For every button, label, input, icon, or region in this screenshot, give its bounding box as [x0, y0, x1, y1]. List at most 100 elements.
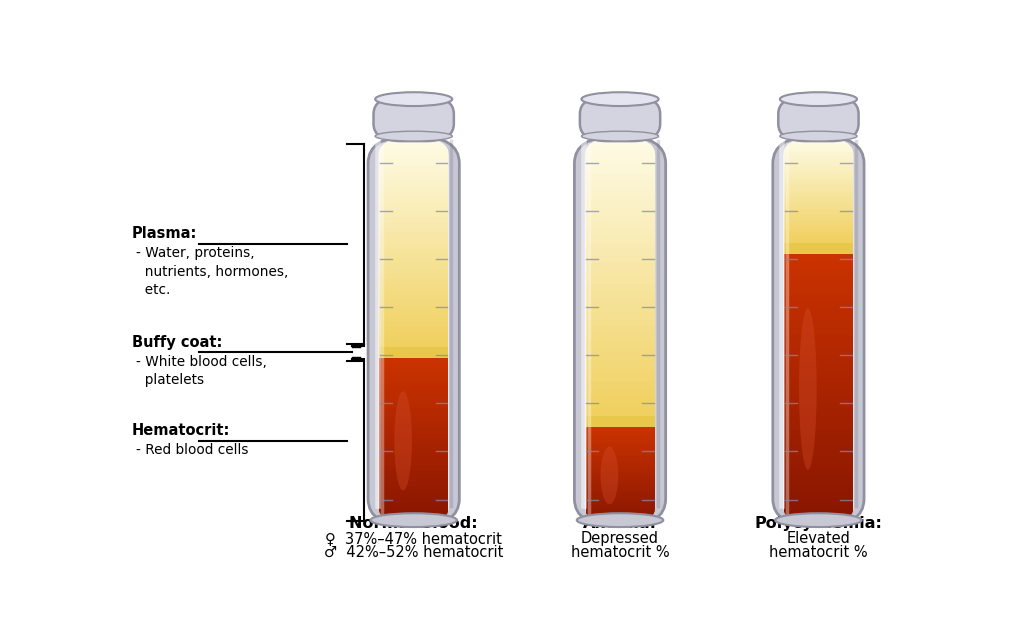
Bar: [784, 188, 853, 190]
Bar: [379, 237, 449, 242]
Bar: [379, 494, 449, 499]
Bar: [784, 281, 853, 288]
Bar: [586, 506, 654, 509]
Bar: [379, 263, 449, 269]
Bar: [784, 348, 853, 355]
Bar: [586, 463, 654, 466]
Bar: [784, 517, 853, 524]
Bar: [379, 185, 449, 190]
Ellipse shape: [577, 513, 664, 527]
Bar: [586, 201, 654, 208]
Bar: [586, 290, 654, 298]
Bar: [784, 198, 853, 201]
Bar: [379, 498, 449, 503]
Bar: [586, 367, 654, 374]
Bar: [379, 164, 449, 170]
Bar: [379, 474, 449, 478]
Bar: [586, 187, 654, 194]
Bar: [586, 485, 654, 488]
Bar: [784, 141, 853, 144]
Bar: [379, 415, 449, 420]
Bar: [586, 439, 654, 442]
Bar: [379, 231, 449, 237]
Bar: [379, 258, 449, 263]
Bar: [379, 465, 449, 470]
Bar: [784, 456, 853, 463]
Bar: [379, 206, 449, 212]
Bar: [379, 284, 449, 289]
Bar: [586, 427, 654, 429]
Bar: [784, 240, 853, 242]
Bar: [586, 159, 654, 166]
FancyBboxPatch shape: [580, 97, 660, 141]
Bar: [784, 219, 853, 222]
Bar: [784, 224, 853, 227]
Bar: [784, 237, 853, 240]
Bar: [379, 221, 449, 227]
Bar: [586, 263, 654, 271]
Bar: [379, 278, 449, 284]
Bar: [586, 242, 654, 249]
Bar: [784, 221, 853, 224]
Bar: [586, 465, 654, 469]
Bar: [586, 482, 654, 485]
Bar: [784, 267, 853, 274]
Bar: [379, 320, 449, 326]
Text: - Red blood cells: - Red blood cells: [136, 444, 249, 457]
Bar: [784, 435, 853, 443]
Bar: [379, 294, 449, 300]
Bar: [784, 469, 853, 476]
Ellipse shape: [375, 92, 453, 106]
Bar: [379, 503, 449, 507]
Bar: [784, 149, 853, 152]
Bar: [379, 336, 449, 341]
Bar: [379, 174, 449, 180]
Bar: [784, 260, 853, 267]
Bar: [784, 201, 853, 204]
Bar: [784, 182, 853, 185]
Ellipse shape: [375, 131, 453, 141]
Bar: [379, 201, 449, 206]
Bar: [586, 277, 654, 284]
Text: Normal Blood:: Normal Blood:: [349, 516, 478, 531]
Text: - White blood cells,
  platelets: - White blood cells, platelets: [136, 354, 267, 387]
Bar: [379, 211, 449, 217]
Bar: [379, 383, 449, 387]
Bar: [379, 399, 449, 404]
Bar: [586, 394, 654, 402]
Bar: [586, 437, 654, 439]
Text: Plasma:: Plasma:: [132, 226, 198, 241]
Bar: [586, 235, 654, 242]
Bar: [586, 214, 654, 222]
Bar: [379, 486, 449, 490]
Bar: [586, 319, 654, 326]
Bar: [379, 144, 449, 149]
Ellipse shape: [582, 131, 658, 141]
Bar: [586, 173, 654, 180]
Bar: [586, 374, 654, 381]
Bar: [586, 304, 654, 312]
Bar: [784, 301, 853, 308]
Bar: [379, 428, 449, 433]
Bar: [379, 179, 449, 185]
Bar: [784, 196, 853, 198]
Bar: [379, 268, 449, 274]
Bar: [379, 330, 449, 336]
Bar: [379, 449, 449, 453]
Bar: [784, 388, 853, 395]
Bar: [586, 339, 654, 347]
Bar: [784, 510, 853, 517]
Bar: [379, 273, 449, 279]
Bar: [586, 520, 654, 524]
Bar: [586, 152, 654, 160]
Bar: [784, 462, 853, 470]
Bar: [586, 332, 654, 340]
Bar: [784, 321, 853, 328]
Bar: [586, 504, 654, 507]
Bar: [379, 253, 449, 258]
Bar: [784, 234, 853, 237]
Bar: [379, 154, 449, 160]
Bar: [586, 470, 654, 473]
Bar: [379, 247, 449, 253]
Bar: [784, 229, 853, 232]
